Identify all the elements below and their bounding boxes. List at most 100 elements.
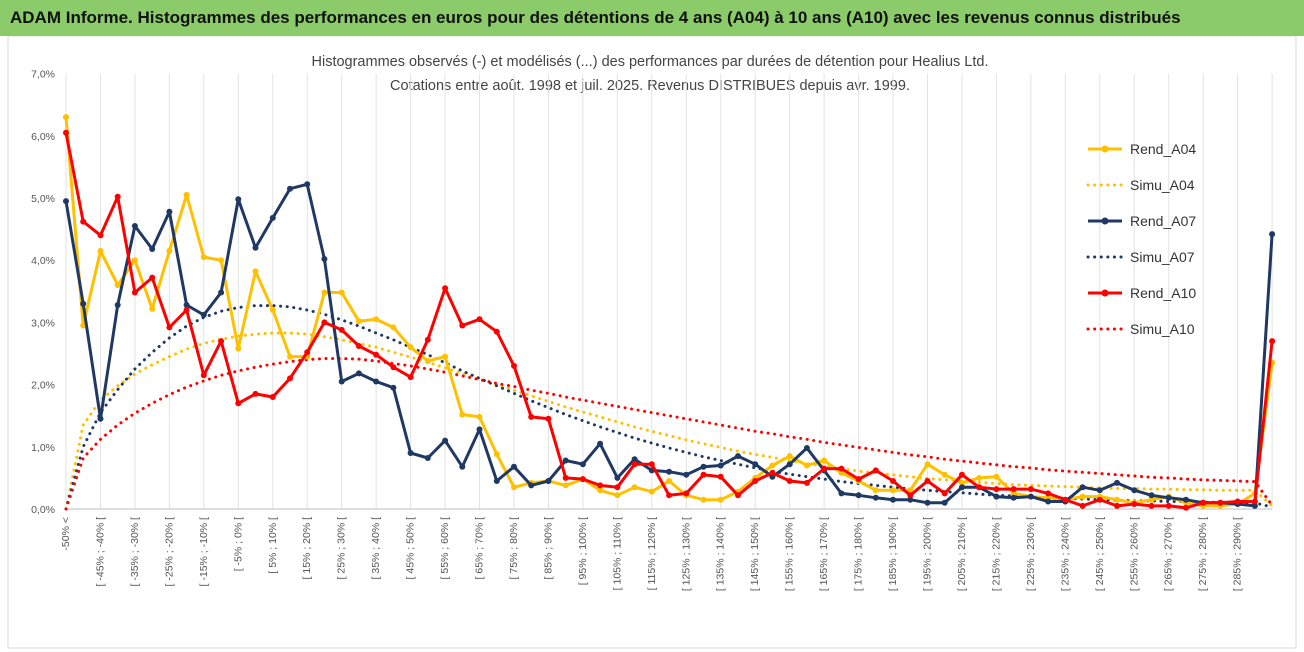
data-point-rend_a04 bbox=[149, 305, 156, 312]
y-axis: 0,0% 1,0% 2,0% 3,0% 4,0% 5,0% 6,0% 7,0% bbox=[31, 69, 55, 516]
data-point-rend_a07 bbox=[252, 244, 259, 251]
data-point-rend_a10 bbox=[338, 326, 345, 333]
legend-label: Rend_A07 bbox=[1130, 213, 1196, 229]
data-point-rend_a07 bbox=[614, 474, 621, 481]
data-point-rend_a10 bbox=[218, 338, 225, 345]
data-point-rend_a07 bbox=[1183, 496, 1189, 503]
data-point-rend_a04 bbox=[114, 282, 121, 289]
data-point-rend_a07 bbox=[579, 461, 586, 468]
data-point-rend_a10 bbox=[700, 471, 707, 478]
data-point-rend_a07 bbox=[304, 181, 311, 188]
x-tick-label: [ 175% ; 180% [ bbox=[853, 517, 865, 591]
data-point-rend_a07 bbox=[562, 457, 569, 464]
report-title: ADAM Informe. Histogrammes des performan… bbox=[10, 8, 1181, 27]
data-point-rend_a07 bbox=[1079, 484, 1086, 491]
x-tick-label: [ 165% ; 170% [ bbox=[818, 517, 830, 591]
y-tick-label: 2,0% bbox=[31, 380, 55, 392]
data-point-rend_a10 bbox=[1165, 502, 1172, 509]
data-point-rend_a04 bbox=[287, 353, 293, 360]
data-point-rend_a10 bbox=[959, 471, 965, 478]
data-point-rend_a04 bbox=[459, 411, 466, 418]
data-point-rend_a07 bbox=[80, 300, 87, 307]
x-tick-label: [ -45% ; -40% [ bbox=[94, 517, 106, 587]
data-point-rend_a04 bbox=[597, 487, 604, 494]
data-point-rend_a10 bbox=[562, 474, 569, 481]
data-point-rend_a04 bbox=[476, 413, 483, 420]
series-layer bbox=[63, 114, 1276, 511]
data-point-rend_a04 bbox=[941, 471, 948, 478]
legend-label: Rend_A10 bbox=[1130, 285, 1196, 301]
x-tick-label: [ 145% ; 150% [ bbox=[749, 517, 761, 591]
data-point-rend_a07 bbox=[131, 223, 138, 229]
data-point-rend_a04 bbox=[786, 453, 793, 460]
data-point-rend_a10 bbox=[1200, 499, 1207, 506]
x-tick-label: [ 75% ; 80% [ bbox=[508, 517, 520, 580]
data-point-rend_a04 bbox=[872, 487, 879, 494]
x-tick-label: [ -5% ; 0% [ bbox=[232, 517, 244, 571]
data-point-rend_a07 bbox=[1096, 487, 1103, 494]
data-point-rend_a04 bbox=[666, 478, 673, 484]
data-point-rend_a10 bbox=[269, 394, 276, 400]
data-point-rend_a04 bbox=[976, 474, 983, 481]
data-point-rend_a07 bbox=[959, 484, 965, 491]
data-point-rend_a07 bbox=[683, 471, 690, 478]
data-point-rend_a07 bbox=[872, 494, 879, 501]
data-point-rend_a07 bbox=[200, 311, 207, 318]
x-tick-label: [ 255% ; 260% [ bbox=[1128, 517, 1140, 591]
data-point-rend_a10 bbox=[407, 374, 414, 381]
data-point-rend_a04 bbox=[614, 492, 621, 499]
x-tick-label: [ 155% ; 160% [ bbox=[784, 517, 796, 591]
data-point-rend_a07 bbox=[786, 461, 793, 468]
data-point-rend_a07 bbox=[321, 256, 328, 262]
x-tick-label: [ 195% ; 200% [ bbox=[922, 517, 934, 591]
data-point-rend_a07 bbox=[476, 426, 483, 433]
legend-label: Simu_A10 bbox=[1130, 321, 1195, 337]
data-point-rend_a04 bbox=[769, 462, 776, 469]
data-point-rend_a04 bbox=[235, 345, 242, 352]
data-point-rend_a04 bbox=[562, 482, 569, 489]
data-point-rend_a10 bbox=[1251, 498, 1258, 505]
data-point-rend_a10 bbox=[803, 479, 810, 486]
legend-marker bbox=[1101, 145, 1109, 153]
data-point-rend_a10 bbox=[1114, 502, 1120, 509]
data-point-rend_a10 bbox=[855, 476, 862, 483]
y-tick-label: 4,0% bbox=[31, 255, 55, 267]
legend-label: Simu_A04 bbox=[1130, 177, 1195, 193]
x-tick-label: [ 55% ; 60% [ bbox=[439, 517, 451, 580]
data-point-rend_a10 bbox=[666, 492, 673, 499]
x-tick-label: [ -15% ; -10% [ bbox=[198, 517, 210, 587]
y-tick-label: 3,0% bbox=[31, 317, 55, 329]
data-point-rend_a07 bbox=[528, 482, 535, 489]
data-point-rend_a07 bbox=[1148, 492, 1155, 499]
data-point-rend_a04 bbox=[1079, 493, 1086, 500]
data-point-rend_a10 bbox=[235, 400, 242, 407]
data-point-rend_a07 bbox=[424, 455, 431, 461]
data-point-rend_a04 bbox=[511, 484, 517, 491]
data-point-rend_a10 bbox=[1096, 496, 1103, 503]
data-point-rend_a07 bbox=[114, 302, 121, 308]
data-point-rend_a10 bbox=[717, 473, 724, 480]
data-point-rend_a07 bbox=[373, 378, 380, 385]
legend-label: Rend_A04 bbox=[1130, 141, 1196, 157]
data-point-rend_a04 bbox=[717, 496, 724, 503]
data-point-rend_a10 bbox=[200, 372, 207, 379]
data-point-rend_a04 bbox=[1148, 496, 1155, 503]
x-axis: -50% < [ -45% ; -40% [[ -35% ; -30% [[ -2… bbox=[60, 508, 1273, 591]
data-point-rend_a10 bbox=[597, 482, 604, 489]
data-point-rend_a07 bbox=[1027, 493, 1034, 500]
data-point-rend_a10 bbox=[631, 461, 638, 468]
x-tick-label: [ 275% ; 280% [ bbox=[1197, 517, 1209, 591]
data-point-rend_a07 bbox=[442, 437, 449, 444]
data-point-rend_a04 bbox=[373, 316, 380, 323]
legend-marker bbox=[1101, 217, 1109, 225]
data-point-rend_a10 bbox=[976, 484, 983, 491]
data-point-rend_a07 bbox=[97, 415, 104, 422]
data-point-rend_a07 bbox=[993, 493, 1000, 500]
data-point-rend_a04 bbox=[442, 353, 449, 360]
data-point-rend_a07 bbox=[838, 490, 845, 497]
data-point-rend_a10 bbox=[1027, 486, 1034, 493]
data-point-rend_a10 bbox=[821, 465, 828, 472]
chart-title: Histogrammes observés (-) et modélisés (… bbox=[312, 54, 989, 70]
data-point-rend_a07 bbox=[1045, 498, 1052, 505]
x-tick-label: [ 115% ; 120% [ bbox=[646, 517, 658, 590]
